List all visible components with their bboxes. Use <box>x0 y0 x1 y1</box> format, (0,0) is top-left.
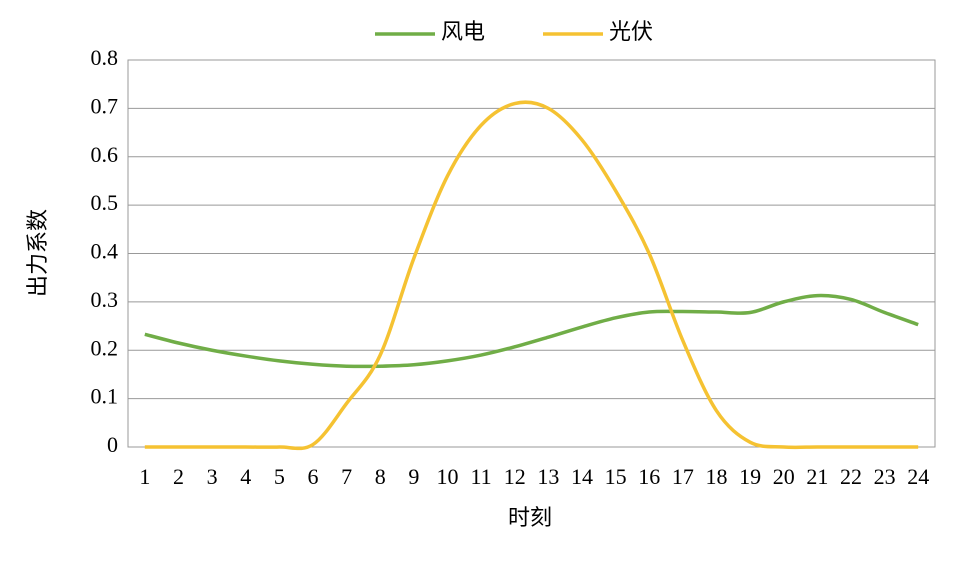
x-tick-label: 14 <box>571 464 593 489</box>
x-tick-label: 13 <box>537 464 559 489</box>
x-tick-label: 24 <box>907 464 929 489</box>
x-tick-label: 12 <box>504 464 526 489</box>
x-tick-label: 22 <box>840 464 862 489</box>
x-tick-label: 11 <box>470 464 491 489</box>
x-tick-label: 15 <box>605 464 627 489</box>
x-tick-label: 20 <box>773 464 795 489</box>
x-tick-label: 3 <box>207 464 218 489</box>
x-tick-label: 2 <box>173 464 184 489</box>
y-tick-label: 0.2 <box>91 335 119 360</box>
y-tick-label: 0.6 <box>91 142 119 167</box>
x-tick-label: 23 <box>874 464 896 489</box>
plot-border <box>127 59 936 448</box>
series-line <box>144 293 919 369</box>
y-tick-label: 0 <box>107 432 118 457</box>
x-tick-label: 6 <box>307 464 318 489</box>
y-axis-title: 出力系数 <box>25 209 50 297</box>
y-tick-label: 0.1 <box>91 384 119 409</box>
x-tick-label: 21 <box>806 464 828 489</box>
series-line <box>144 100 919 451</box>
x-tick-label: 7 <box>341 464 352 489</box>
x-tick-label: 10 <box>436 464 458 489</box>
y-tick-label: 0.7 <box>91 93 119 118</box>
x-tick-label: 8 <box>375 464 386 489</box>
y-tick-label: 0.4 <box>91 239 119 264</box>
x-tick-label: 5 <box>274 464 285 489</box>
x-tick-label: 16 <box>638 464 660 489</box>
y-tick-label: 0.3 <box>91 287 119 312</box>
x-tick-label: 1 <box>139 464 150 489</box>
legend-label: 光伏 <box>609 19 653 44</box>
x-tick-label: 17 <box>672 464 694 489</box>
y-tick-label: 0.5 <box>91 190 119 215</box>
x-tick-label: 9 <box>408 464 419 489</box>
x-tick-label: 18 <box>705 464 727 489</box>
x-axis-title: 时刻 <box>508 505 552 530</box>
legend-label: 风电 <box>441 19 485 44</box>
x-tick-label: 4 <box>240 464 251 489</box>
y-tick-label: 0.8 <box>91 45 119 70</box>
x-tick-label: 19 <box>739 464 761 489</box>
